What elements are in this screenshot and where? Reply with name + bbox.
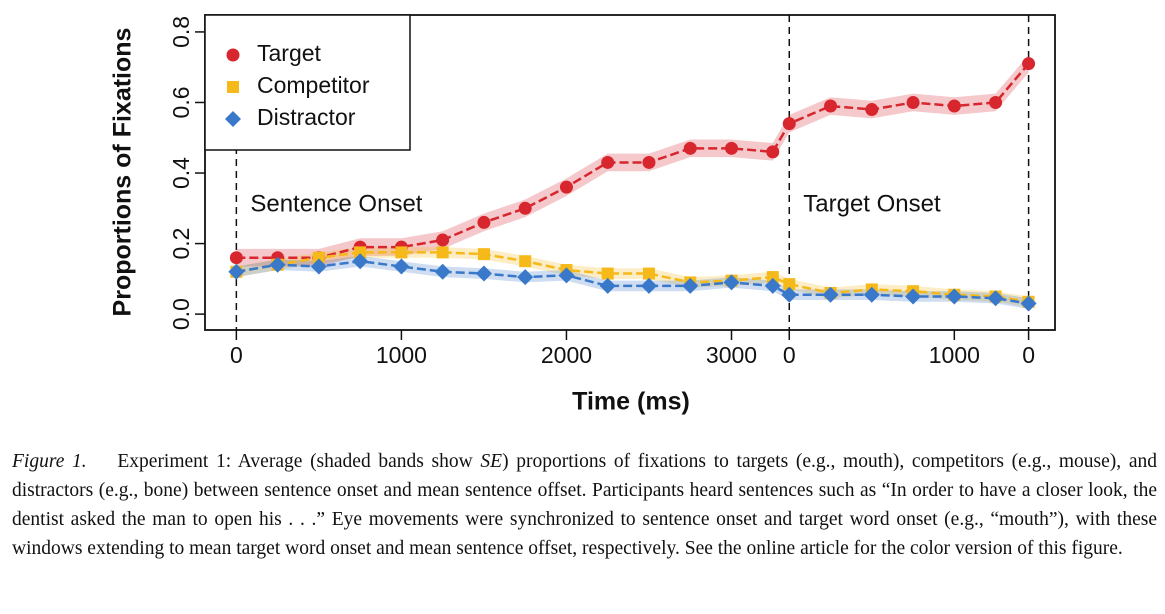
marker — [905, 288, 922, 305]
legend-label: Competitor — [257, 72, 370, 98]
y-tick-label: 0.6 — [168, 86, 194, 118]
x-tick-label: 0 — [783, 342, 796, 368]
marker — [906, 95, 920, 109]
marker — [863, 286, 880, 303]
marker — [599, 277, 616, 294]
marker — [436, 246, 449, 259]
x-tick-label: 3000 — [706, 342, 757, 368]
marker — [477, 248, 490, 261]
marker — [559, 180, 573, 194]
marker — [434, 263, 451, 280]
marker — [782, 117, 796, 131]
marker — [558, 267, 575, 284]
marker — [1022, 57, 1036, 71]
legend-marker — [225, 111, 241, 127]
marker — [312, 251, 325, 264]
marker — [640, 277, 657, 294]
marker — [865, 103, 879, 117]
marker — [229, 251, 243, 265]
marker — [517, 269, 534, 286]
marker — [642, 267, 655, 280]
caption-text: SE — [480, 451, 503, 472]
marker — [518, 201, 532, 215]
y-tick-label: 0.4 — [168, 157, 194, 189]
legend-marker — [226, 48, 240, 62]
x-tick-label: 0 — [1022, 342, 1035, 368]
legend-label: Distractor — [257, 104, 356, 130]
x-axis-label: Time (ms) — [572, 388, 690, 416]
marker — [310, 258, 327, 275]
legend-box — [204, 14, 411, 151]
marker — [764, 277, 781, 294]
marker — [682, 277, 699, 294]
marker — [824, 99, 838, 113]
y-tick-label: 0.2 — [168, 228, 194, 260]
annotation: Sentence Onset — [250, 190, 422, 217]
y-axis-label: Proportions of Fixations — [109, 28, 137, 317]
marker — [987, 290, 1004, 307]
legend-label: Target — [257, 40, 322, 66]
x-tick-label: 2000 — [541, 342, 592, 368]
caption-text: Experiment 1: Average (shaded bands show — [117, 451, 481, 472]
marker — [725, 141, 739, 155]
y-tick-label: 0.8 — [168, 16, 194, 48]
series-line — [236, 251, 1029, 304]
marker — [601, 267, 614, 280]
marker — [723, 274, 740, 291]
marker — [475, 265, 492, 282]
x-tick-label: 0 — [230, 342, 243, 368]
plot-frame — [204, 14, 1056, 331]
x-tick-label: 1000 — [376, 342, 427, 368]
caption-text: ) proportions of fixations to targets (e… — [12, 451, 1157, 559]
marker — [354, 246, 367, 259]
marker — [783, 278, 796, 291]
legend-marker — [227, 81, 239, 93]
marker — [269, 256, 286, 273]
marker — [601, 155, 615, 169]
marker — [393, 258, 410, 275]
marker — [822, 286, 839, 303]
marker — [477, 215, 491, 229]
marker — [642, 155, 656, 169]
marker — [395, 246, 408, 259]
marker — [519, 255, 532, 268]
marker — [947, 99, 961, 113]
caption: Figure 1. Experiment 1: Average (shaded … — [12, 447, 1157, 563]
marker — [683, 141, 697, 155]
caption-label: Figure 1. — [12, 451, 87, 472]
series-line — [236, 259, 1029, 305]
x-tick-label: 1000 — [929, 342, 980, 368]
marker — [352, 253, 369, 270]
chart: Time (ms) Proportions of Fixations 0.0 0.… — [109, 14, 1056, 416]
marker — [946, 288, 963, 305]
marker — [766, 271, 779, 284]
marker — [781, 286, 798, 303]
marker — [1020, 295, 1037, 312]
y-tick-label: 0.0 — [168, 298, 194, 330]
marker — [228, 263, 245, 280]
annotation: Target Onset — [803, 190, 941, 217]
marker — [436, 233, 450, 247]
marker — [766, 145, 780, 159]
marker — [989, 95, 1003, 109]
